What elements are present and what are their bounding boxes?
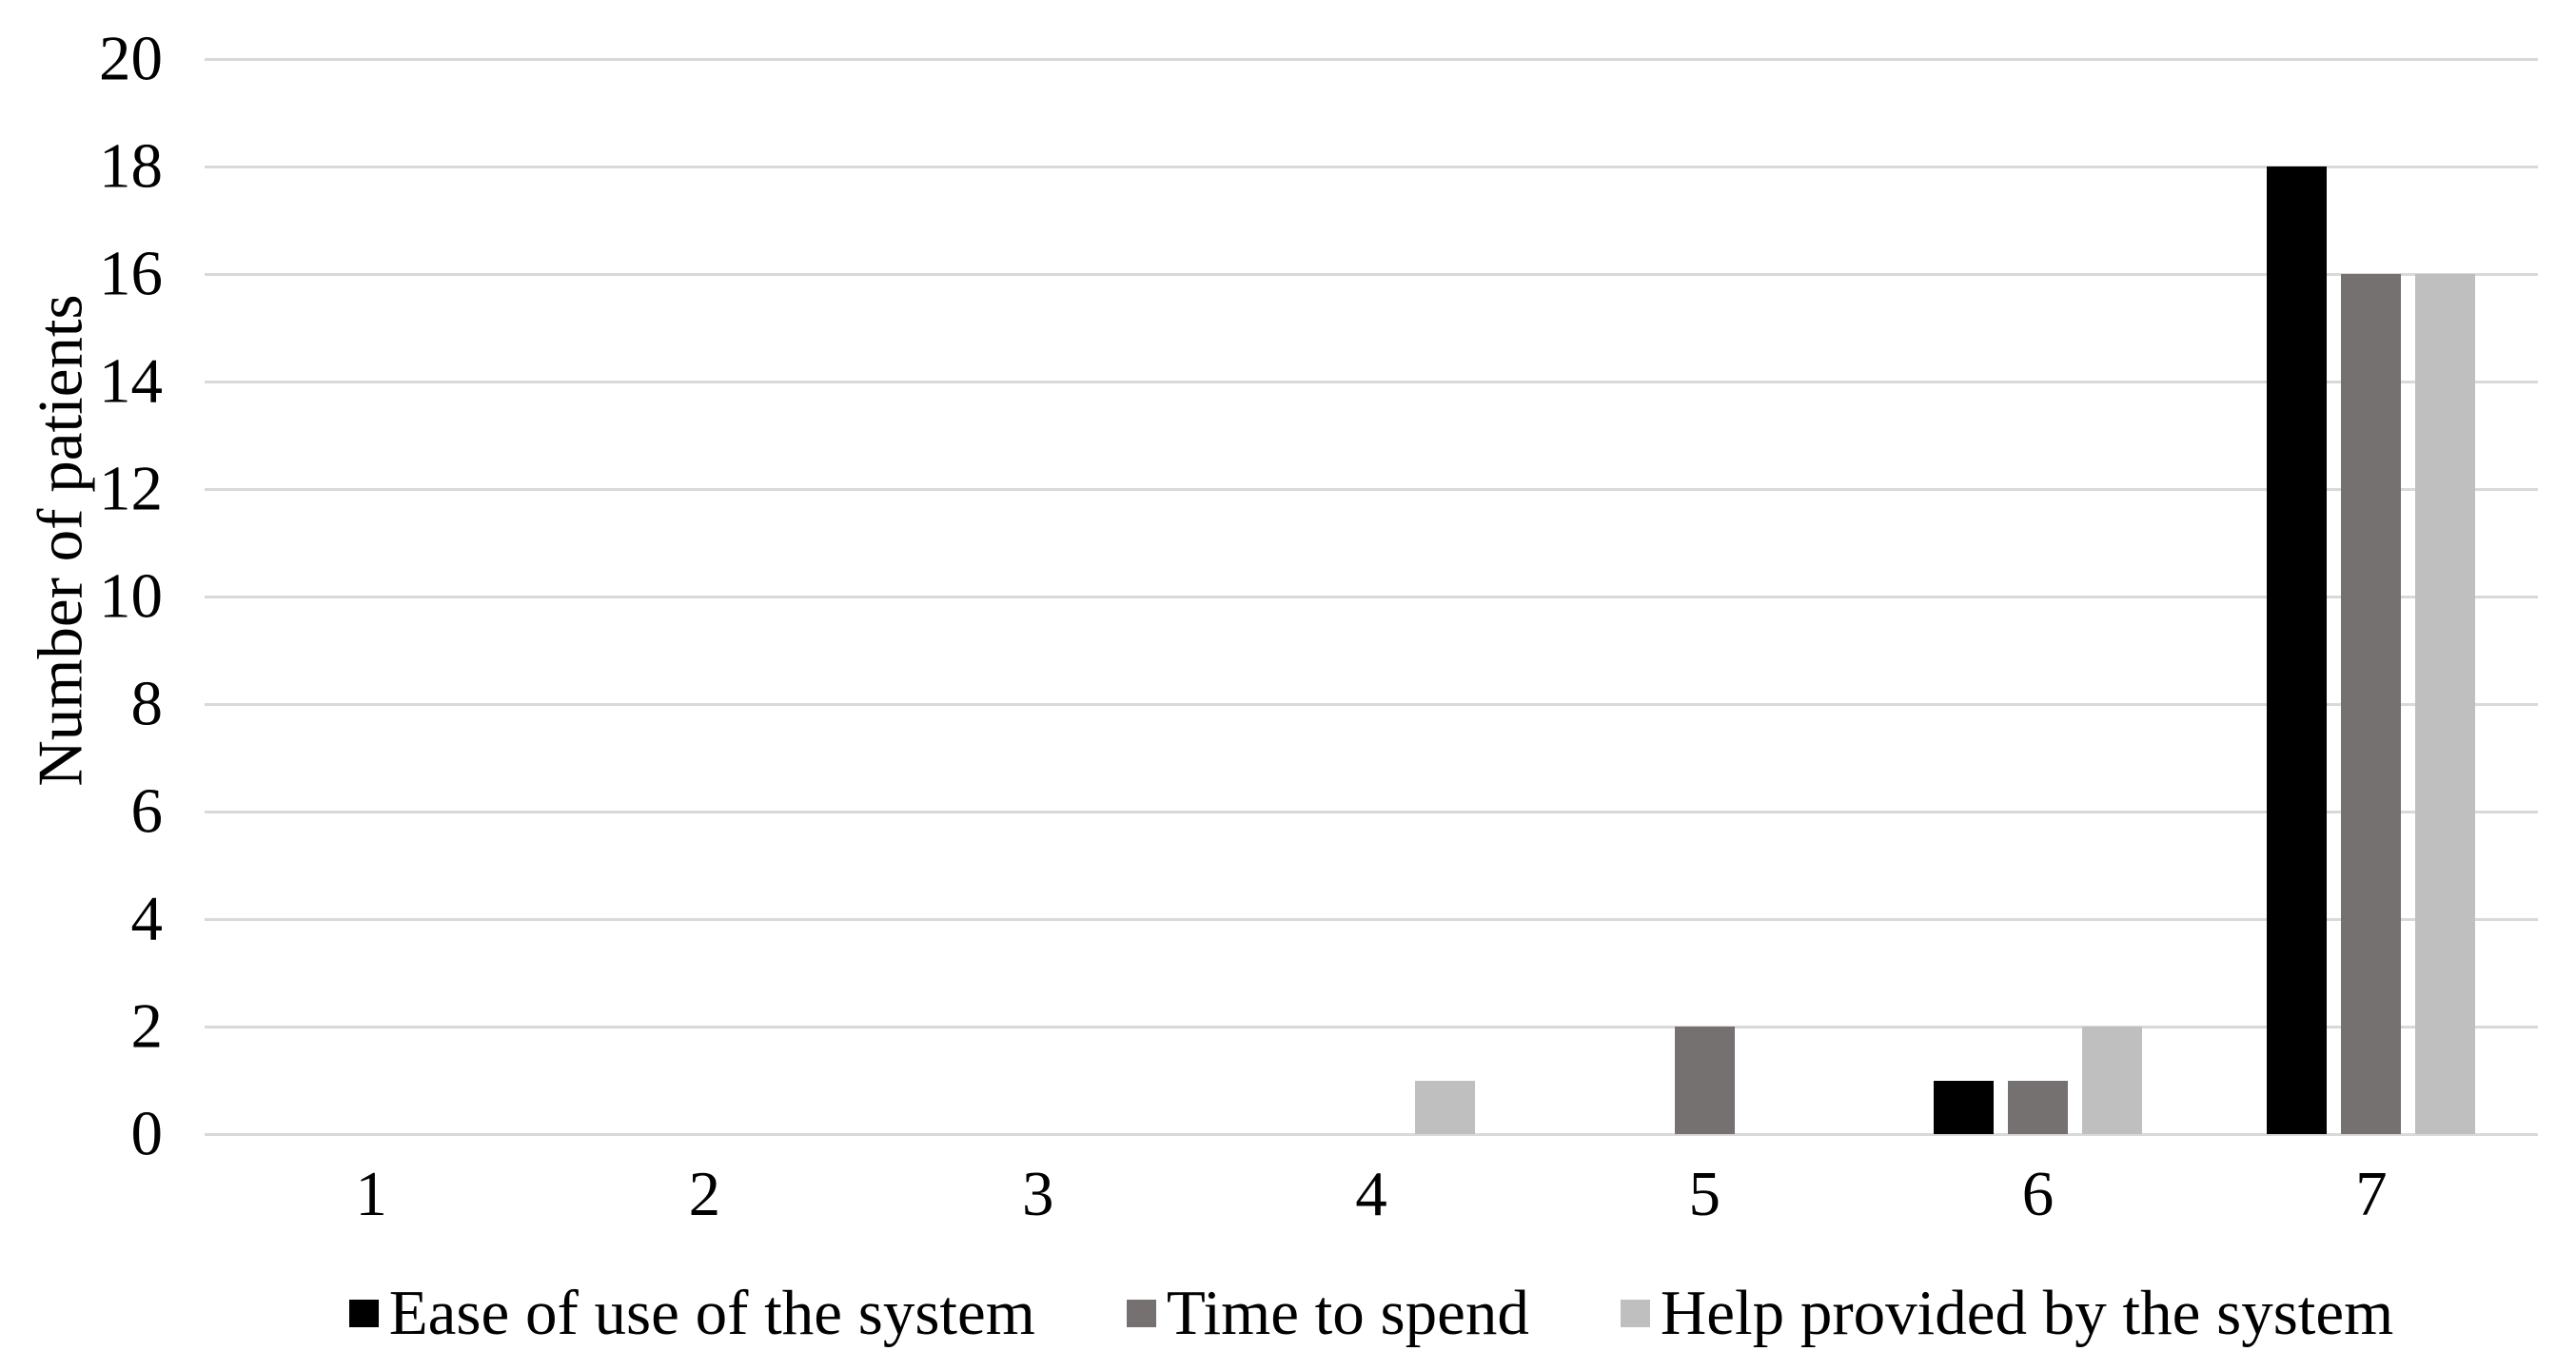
y-tick-label: 10	[99, 560, 163, 632]
bar-group	[1871, 59, 2204, 1134]
x-tick-label: 6	[2021, 1159, 2055, 1229]
plot-area: 0 2 4 6 8 10 12 14 16 18 20	[99, 27, 2538, 1165]
gridline	[205, 57, 2538, 61]
bars	[205, 59, 2538, 1134]
gridline	[205, 595, 2538, 598]
y-tick-label: 18	[99, 130, 163, 202]
legend-swatch-icon	[348, 1299, 379, 1327]
bar	[2415, 274, 2476, 1134]
y-axis-title: Number of patients	[25, 294, 96, 787]
x-tick-label: 4	[1355, 1159, 1387, 1229]
y-tick-label: 16	[99, 238, 163, 309]
gridline	[205, 702, 2538, 706]
gridline	[205, 1025, 2538, 1028]
y-tick-label: 4	[130, 883, 164, 954]
legend-item: Ease of use of the system	[348, 1277, 1035, 1348]
bar-group	[205, 59, 538, 1134]
legend: Ease of use of the system Time to spend He…	[205, 1273, 2538, 1353]
legend-label: Time to spend	[1166, 1277, 1529, 1348]
y-tick-label: 0	[130, 1098, 164, 1169]
bar-group	[1205, 59, 1538, 1134]
gridline	[205, 380, 2538, 383]
bar-group	[538, 59, 871, 1134]
gridline	[205, 272, 2538, 276]
x-tick-label: 1	[355, 1159, 387, 1229]
y-axis-ticks: 0 2 4 6 8 10 12 14 16 18 20	[99, 27, 2538, 1165]
bar-group	[1538, 59, 1871, 1134]
bar	[1674, 1027, 1735, 1134]
x-tick-label: 3	[1021, 1159, 1054, 1229]
bar-group	[2205, 59, 2538, 1134]
bar	[2082, 1027, 2143, 1134]
bar	[2008, 1080, 2069, 1134]
x-tick-label: 5	[1688, 1159, 1721, 1229]
legend-item: Help provided by the system	[1620, 1277, 2394, 1348]
legend-item: Time to spend	[1126, 1277, 1529, 1348]
gridline	[205, 1132, 2538, 1136]
bar	[2341, 274, 2402, 1134]
bar	[1934, 1080, 1995, 1134]
y-tick-label: 14	[99, 345, 163, 417]
gridline	[205, 487, 2538, 491]
y-tick-label: 20	[99, 23, 163, 94]
y-tick-label: 8	[130, 668, 164, 739]
gridline	[205, 917, 2538, 921]
gridline	[205, 810, 2538, 813]
bar	[1415, 1080, 1476, 1134]
legend-label: Help provided by the system	[1660, 1277, 2394, 1348]
y-tick-label: 2	[130, 990, 164, 1062]
gridlines	[205, 57, 2538, 1136]
gridline	[205, 165, 2538, 168]
legend-swatch-icon	[1126, 1299, 1156, 1327]
x-tick-label: 7	[2355, 1159, 2388, 1229]
bar-group	[872, 59, 1205, 1134]
legend-label: Ease of use of the system	[388, 1277, 1035, 1348]
x-tick-label: 2	[688, 1159, 721, 1229]
y-tick-label: 6	[130, 775, 164, 847]
legend-swatch-icon	[1620, 1299, 1650, 1327]
bar	[2267, 166, 2328, 1134]
y-tick-label: 12	[99, 453, 163, 524]
